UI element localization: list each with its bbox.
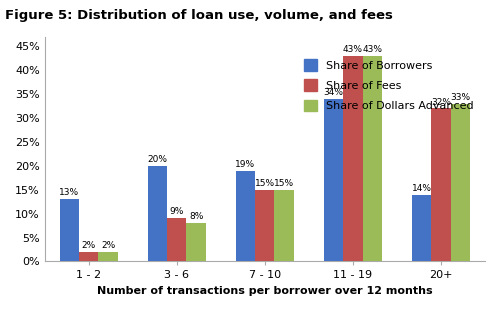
Bar (186, 223, 206, 262)
Text: 43%: 43% (343, 45, 363, 54)
Bar (432, 109, 450, 262)
Bar (236, 171, 255, 262)
Text: 13%: 13% (59, 188, 80, 197)
Bar (79, 252, 98, 262)
Text: 8%: 8% (189, 212, 204, 221)
Bar (167, 218, 186, 262)
Text: 15%: 15% (254, 179, 275, 188)
Text: Figure 5: Distribution of loan use, volume, and fees: Figure 5: Distribution of loan use, volu… (5, 9, 393, 22)
Text: 20%: 20% (148, 155, 168, 164)
Text: 19%: 19% (236, 160, 256, 169)
Bar (324, 99, 343, 262)
Text: 33%: 33% (450, 93, 470, 102)
Bar (450, 104, 470, 262)
Bar (148, 166, 167, 262)
Legend: Share of Borrowers, Share of Fees, Share of Dollars Advanced: Share of Borrowers, Share of Fees, Share… (298, 53, 480, 117)
Bar (255, 190, 274, 262)
Bar (98, 252, 117, 262)
Text: 34%: 34% (324, 88, 344, 97)
Text: 15%: 15% (274, 179, 294, 188)
Text: 14%: 14% (412, 183, 432, 193)
Text: 2%: 2% (82, 241, 96, 250)
Bar (343, 56, 362, 262)
Text: 32%: 32% (431, 98, 451, 107)
X-axis label: Number of transactions per borrower over 12 months: Number of transactions per borrower over… (97, 286, 432, 296)
Text: 2%: 2% (101, 241, 115, 250)
Bar (60, 199, 79, 262)
Bar (274, 190, 294, 262)
Bar (362, 56, 382, 262)
Text: 9%: 9% (170, 207, 184, 216)
Bar (412, 194, 432, 262)
Text: 43%: 43% (362, 45, 382, 54)
